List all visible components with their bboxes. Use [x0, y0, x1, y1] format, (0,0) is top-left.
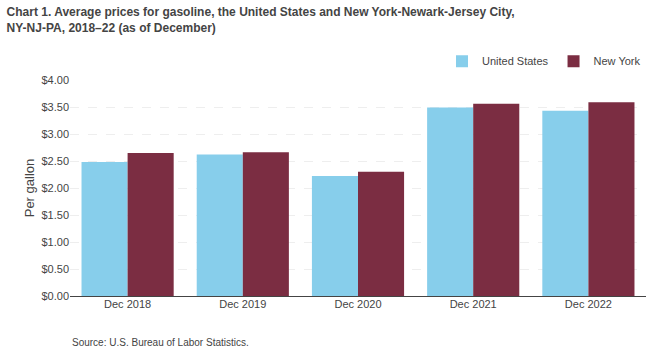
svg-text:$2.00: $2.00 — [41, 182, 69, 194]
svg-text:New York: New York — [594, 55, 641, 67]
svg-text:$3.00: $3.00 — [41, 128, 69, 140]
svg-text:United States: United States — [482, 55, 549, 67]
svg-text:Dec 2022: Dec 2022 — [565, 298, 612, 310]
svg-text:Chart 1. Average prices for ga: Chart 1. Average prices for gasoline, th… — [7, 5, 515, 35]
svg-text:Dec 2018: Dec 2018 — [104, 298, 151, 310]
svg-text:$1.00: $1.00 — [41, 236, 69, 248]
svg-text:Source: U.S. Bureau of Labor S: Source: U.S. Bureau of Labor Statistics. — [72, 337, 249, 348]
svg-text:$4.00: $4.00 — [41, 74, 69, 86]
svg-text:$0.00: $0.00 — [41, 290, 69, 302]
svg-text:Dec 2021: Dec 2021 — [450, 298, 497, 310]
svg-text:$3.50: $3.50 — [41, 101, 69, 113]
svg-text:Dec 2020: Dec 2020 — [334, 298, 381, 310]
svg-text:$0.50: $0.50 — [41, 263, 69, 275]
svg-text:Dec 2019: Dec 2019 — [219, 298, 266, 310]
svg-text:Per gallon: Per gallon — [22, 159, 37, 218]
svg-text:$2.50: $2.50 — [41, 155, 69, 167]
svg-text:$1.50: $1.50 — [41, 209, 69, 221]
